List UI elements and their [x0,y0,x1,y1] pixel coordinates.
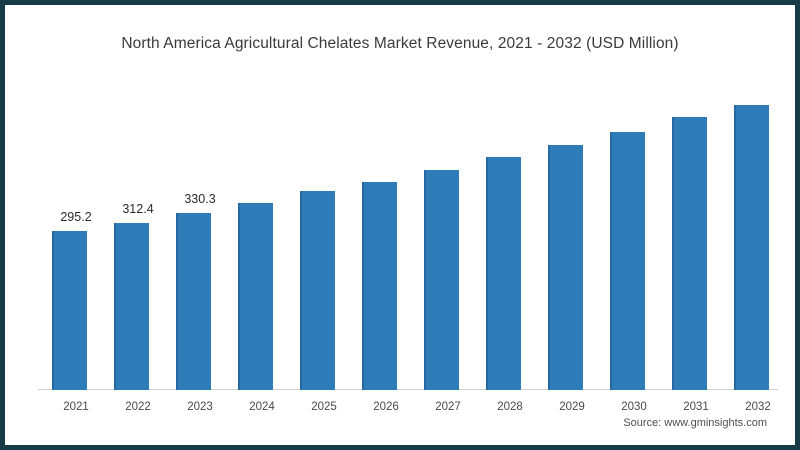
bar-group: 2027 [417,80,479,413]
bar-group: 2032 [727,80,789,413]
bar-group: 295.2 2021 [45,80,107,413]
bar[interactable] [486,157,521,390]
bar[interactable] [52,231,87,390]
x-axis-tick-label: 2029 [559,401,585,413]
bar[interactable] [424,170,459,390]
bar-group: 330.3 2023 [169,80,231,413]
bar-group: 312.4 2022 [107,80,169,413]
x-axis-tick-label: 2022 [125,401,151,413]
bar-group: 2025 [293,80,355,413]
x-axis-tick-label: 2026 [373,401,399,413]
bar-group: 2030 [603,80,665,413]
bar[interactable] [300,191,335,390]
x-axis-tick-label: 2025 [311,401,337,413]
bar[interactable] [362,182,397,390]
source-attribution: Source: www.gminsights.com [623,417,767,429]
x-axis-tick-label: 2024 [249,401,275,413]
chart-canvas: North America Agricultural Chelates Mark… [5,5,795,445]
x-axis-tick-label: 2027 [435,401,461,413]
x-axis-line [38,389,778,390]
x-axis-tick-label: 2032 [745,401,771,413]
bar[interactable] [610,132,645,390]
bar[interactable] [176,213,211,390]
bar-group: 2029 [541,80,603,413]
plot-area: 295.2 2021 312.4 2022 330.3 2023 2024 2025 2026 2… [38,80,778,413]
x-axis-tick-label: 2021 [63,401,89,413]
bar-value-label: 295.2 [60,210,92,224]
x-axis-tick-label: 2031 [683,401,709,413]
chart-title: North America Agricultural Chelates Mark… [121,35,679,52]
x-axis-tick-label: 2023 [187,401,213,413]
bar[interactable] [238,203,273,390]
bar-group: 2031 [665,80,727,413]
bar[interactable] [114,223,149,390]
x-axis-tick-label: 2030 [621,401,647,413]
bar-group: 2028 [479,80,541,413]
bar-value-label: 330.3 [184,192,216,206]
bar-group: 2024 [231,80,293,413]
bar-value-label: 312.4 [122,202,154,216]
bar[interactable] [734,105,769,390]
bar[interactable] [548,145,583,390]
x-axis-tick-label: 2028 [497,401,523,413]
bar[interactable] [672,117,707,390]
bar-group: 2026 [355,80,417,413]
